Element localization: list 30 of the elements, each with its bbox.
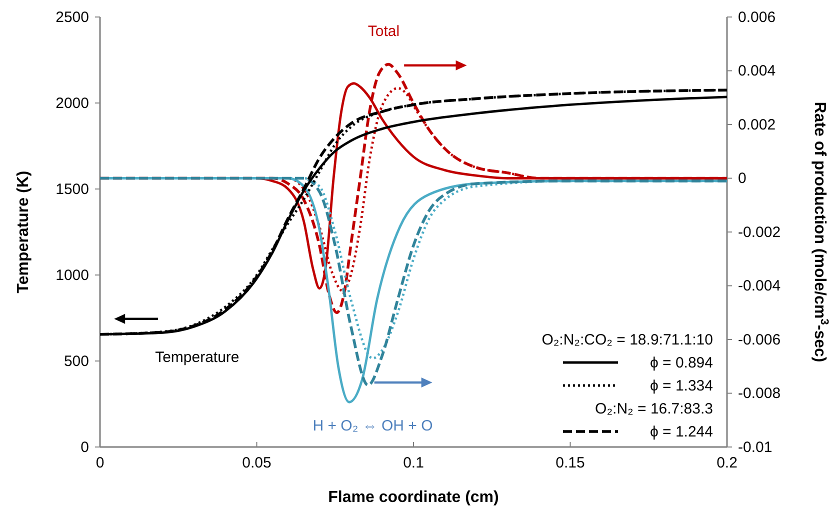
y-tick-label: 1000 xyxy=(56,266,89,284)
annotation: H + O₂ ⇔ OH + O xyxy=(312,418,433,434)
x-axis-title: Flame coordinate (cm) xyxy=(328,489,499,506)
annotation: Total xyxy=(368,22,400,40)
annotation: Temperature xyxy=(155,348,240,366)
y2-tick-label: -0.004 xyxy=(738,278,781,295)
x-tick-label: 0 xyxy=(96,454,104,472)
x-tick-label: 0.1 xyxy=(403,454,424,472)
y2-tick-label: -0.01 xyxy=(738,438,772,456)
y-tick-label: 0 xyxy=(80,438,89,456)
x-tick-label: 0.2 xyxy=(716,454,738,472)
annotation: O₂:N₂:CO₂ = 18.9:71.1:10 xyxy=(542,332,713,348)
y2-tick-label: -0.006 xyxy=(738,331,781,348)
y-tick-label: 1500 xyxy=(56,180,89,198)
y2-tick-label: 0.002 xyxy=(738,116,776,134)
x-tick-label: 0.05 xyxy=(242,454,272,472)
y-tick-label: 2000 xyxy=(56,94,89,112)
y-tick-label: 500 xyxy=(64,352,89,370)
y2-tick-label: 0 xyxy=(738,170,746,188)
legend-label: ϕ = 1.334 xyxy=(650,378,713,394)
y-tick-label: 2500 xyxy=(56,8,89,26)
annotation: O₂:N₂ = 16.7:83.3 xyxy=(595,400,713,418)
y2-tick-label: -0.002 xyxy=(738,224,781,241)
legend-label: ϕ = 0.894 xyxy=(650,354,713,372)
y2-tick-label: 0.004 xyxy=(738,62,776,80)
y2-tick-label: 0.006 xyxy=(738,8,776,26)
x-tick-label: 0.15 xyxy=(556,454,585,472)
y-axis-title: Temperature (K) xyxy=(15,170,32,294)
y2-tick-label: -0.008 xyxy=(738,385,781,402)
legend-label: ϕ = 1.244 xyxy=(650,424,713,440)
